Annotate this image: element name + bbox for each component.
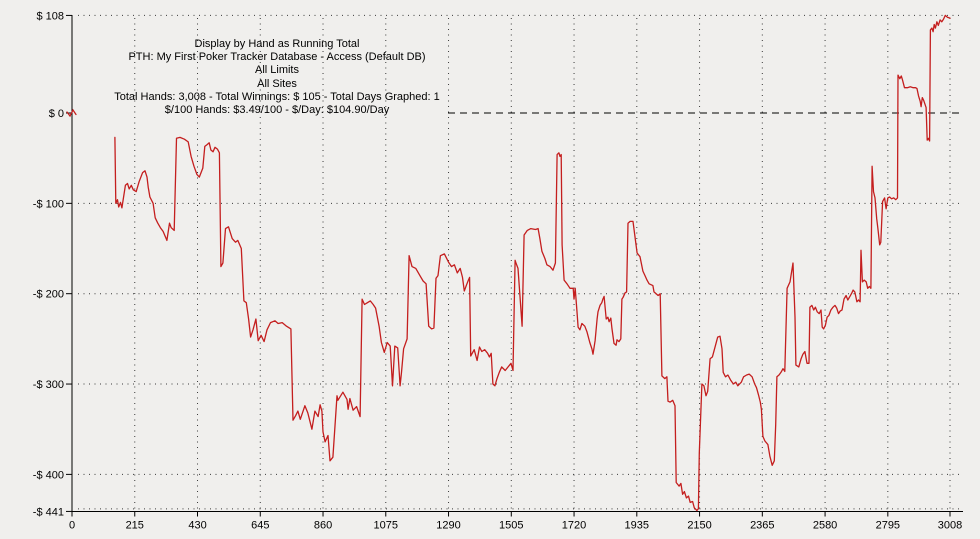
x-tick-label: 1935 [625,520,649,532]
y-tick-label: -$ 441 [33,506,64,518]
x-tick-label: 645 [251,520,269,532]
y-tick-label: -$ 200 [33,289,64,301]
y-tick-label: $ 108 [36,10,64,22]
y-tick-label: $ 0 [49,108,64,120]
chart-title-block: Display by Hand as Running Total PTH: My… [72,38,482,117]
chart-title-line-3: All Limits [254,64,299,77]
x-tick-label: 3008 [938,520,962,532]
x-tick-label: 2580 [813,520,837,532]
x-tick-label: 2365 [750,520,774,532]
chart-title-line-4: All Sites [257,77,297,90]
x-tick-label: 1720 [562,520,586,532]
y-tick-label: -$ 300 [33,379,64,391]
chart-title-line-5: Total Hands: 3,008 - Total Winnings: $ 1… [114,90,440,103]
x-tick-label: 860 [314,520,332,532]
chart-title-line-1: Display by Hand as Running Total [194,38,360,50]
x-tick-label: 1290 [436,520,460,532]
chart-title-line-6: $/100 Hands: $3.49/100 - $/Day: $104.90/… [164,104,390,117]
x-tick-label: 1075 [374,520,398,532]
chart-title-line-2: PTH: My First Poker Tracker Database - A… [128,51,426,64]
start-marker [66,108,77,118]
x-tick-label: 430 [188,520,206,532]
y-tick-label: -$ 400 [33,469,64,481]
x-tick-label: 2150 [687,520,711,532]
x-tick-label: 1505 [499,520,523,532]
x-tick-label: 215 [126,520,144,532]
winnings-line [114,14,951,512]
y-tick-label: -$ 100 [33,198,64,210]
x-tick-label: 2795 [876,520,900,532]
x-tick-label: 0 [69,520,75,532]
